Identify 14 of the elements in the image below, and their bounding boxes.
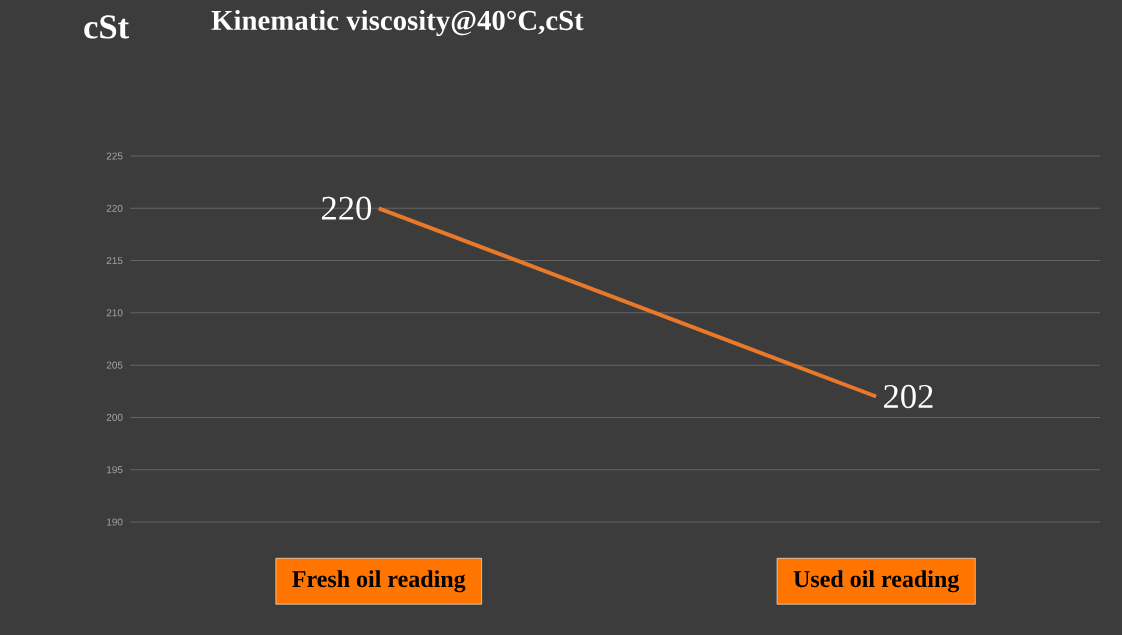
y-axis-title: cSt (84, 15, 129, 39)
y-tick-label: 220 (106, 204, 123, 212)
x-tick-label: Used oil reading (793, 570, 960, 593)
y-tick-label: 205 (106, 361, 123, 369)
y-tick-label: 215 (106, 257, 123, 265)
data-label: 202 (884, 384, 933, 409)
y-tick-label: 190 (107, 518, 123, 526)
y-tick-label: 210 (106, 309, 123, 317)
y-tick-label: 195 (107, 466, 123, 474)
y-tick-label: 200 (106, 413, 123, 421)
chart-title: Kinematic viscosity@40°C,cSt (211, 9, 584, 37)
data-label: 220 (321, 196, 372, 220)
y-tick-label: 225 (106, 152, 123, 160)
x-tick-label: Fresh oil reading (292, 570, 466, 593)
